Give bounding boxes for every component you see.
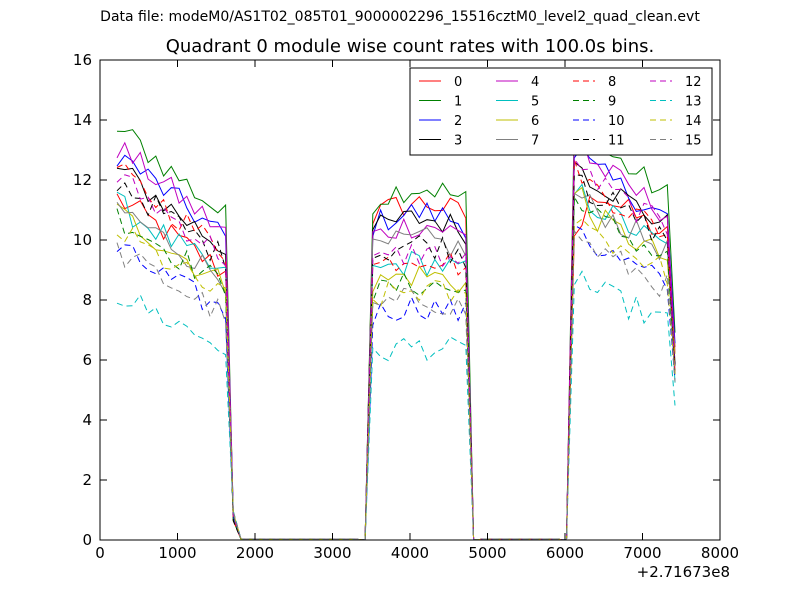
x-tick-label: 5000 xyxy=(468,544,506,562)
x-tick-label: 2000 xyxy=(236,544,274,562)
legend-label-5: 5 xyxy=(531,95,539,110)
legend-label-3: 3 xyxy=(454,134,462,149)
legend-label-7: 7 xyxy=(531,134,539,149)
y-tick-label: 16 xyxy=(73,51,92,69)
series-line-11 xyxy=(116,174,676,541)
legend-label-12: 12 xyxy=(685,75,702,90)
x-tick-label: 6000 xyxy=(546,544,584,562)
y-tick-label: 8 xyxy=(82,291,92,309)
y-tick-label: 10 xyxy=(73,231,92,249)
legend-label-10: 10 xyxy=(608,114,625,129)
series-line-9 xyxy=(116,195,676,541)
legend-label-6: 6 xyxy=(531,114,539,129)
legend-label-9: 9 xyxy=(608,95,616,110)
x-tick-label: 8000 xyxy=(701,544,739,562)
series-line-5 xyxy=(116,183,676,541)
legend-label-8: 8 xyxy=(608,75,616,90)
suptitle: Data file: modeM0/AS1T02_085T01_90000022… xyxy=(100,9,700,25)
legend-label-0: 0 xyxy=(454,75,462,90)
legend-label-14: 14 xyxy=(685,114,702,129)
x-tick-label: 3000 xyxy=(313,544,351,562)
x-offset-label: +2.71673e8 xyxy=(636,563,730,581)
series-line-0 xyxy=(116,193,676,541)
y-tick-label: 4 xyxy=(82,411,92,429)
legend-label-11: 11 xyxy=(608,134,625,149)
chart-title: Quadrant 0 module wise count rates with … xyxy=(165,36,655,57)
y-tick-label: 6 xyxy=(82,351,92,369)
legend-label-1: 1 xyxy=(454,95,462,110)
series-line-15 xyxy=(116,229,676,541)
legend-box xyxy=(409,67,713,156)
legend-label-4: 4 xyxy=(531,75,539,90)
series-line-10 xyxy=(116,224,676,541)
series-line-7 xyxy=(116,192,676,541)
x-tick-label: 4000 xyxy=(391,544,429,562)
y-tick-label: 0 xyxy=(82,531,92,549)
y-tick-label: 12 xyxy=(73,171,92,189)
x-tick-label: 7000 xyxy=(623,544,661,562)
legend-label-13: 13 xyxy=(685,95,702,110)
series-line-12 xyxy=(116,157,676,541)
series-line-14 xyxy=(116,218,676,541)
y-tick-label: 2 xyxy=(82,471,92,489)
series-line-13 xyxy=(116,270,676,541)
legend-label-15: 15 xyxy=(685,134,702,149)
x-tick-label: 0 xyxy=(95,544,105,562)
x-tick-label: 1000 xyxy=(158,544,196,562)
y-tick-label: 14 xyxy=(73,111,92,129)
legend-label-2: 2 xyxy=(454,114,462,129)
series-line-3 xyxy=(116,161,676,541)
series-line-6 xyxy=(116,186,676,541)
